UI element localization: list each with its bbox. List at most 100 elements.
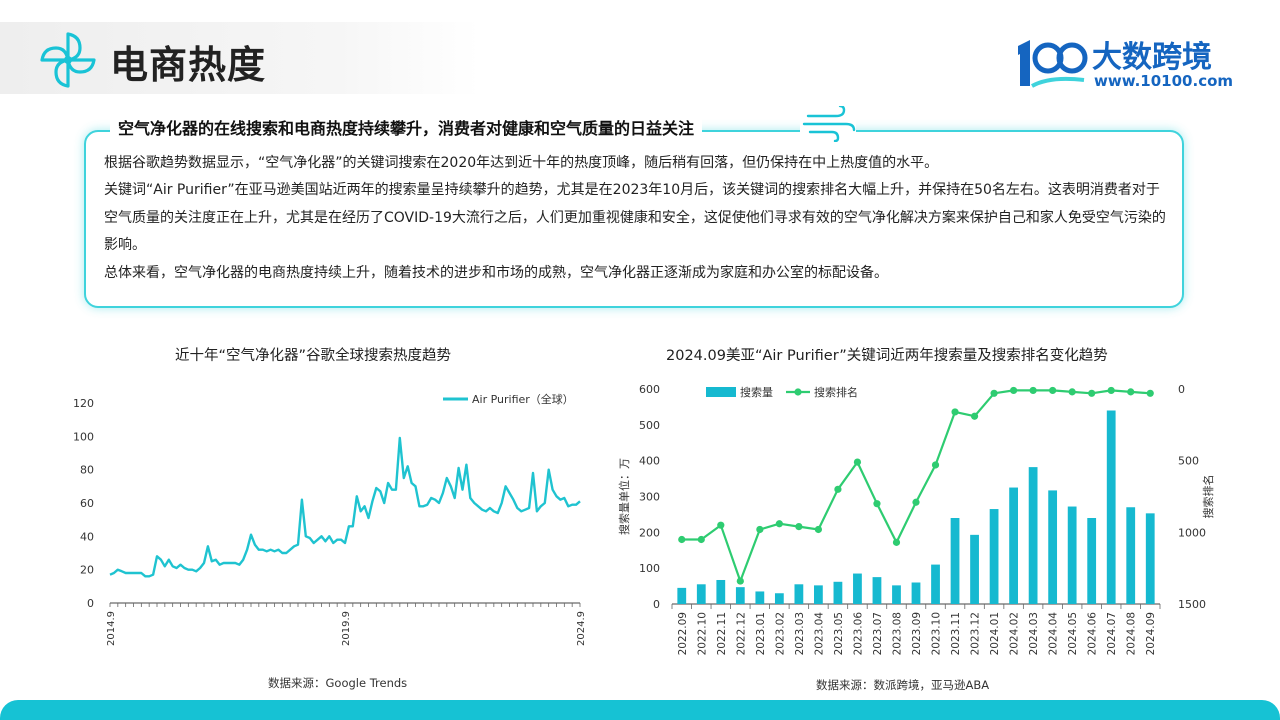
amazon-search-chart: 0 100 200 300 400 500 600 0 500 1000 1500 搜索量单位：万 搜索… (617, 383, 1215, 656)
bar-search-volume (970, 534, 979, 604)
y-right-tick-label: 1000 (1178, 526, 1206, 539)
bar-search-volume (794, 584, 804, 604)
x-tick-label: 2024.9 (576, 611, 587, 646)
y-left-tick-label: 400 (639, 455, 660, 468)
x-tick-label: 2024.03 (1028, 612, 1040, 655)
summary-body: 根据谷歌趋势数据显示，“空气净化器”的关键词搜索在2020年达到近十年的热度顶峰… (104, 150, 1168, 287)
y-left-tick-label: 200 (639, 526, 660, 539)
bar-search-volume (814, 585, 823, 604)
x-tick-label: 2024.01 (989, 612, 1001, 655)
rank-point (834, 485, 842, 493)
page-title: 电商热度 (110, 43, 267, 87)
rank-point (951, 408, 959, 416)
rank-point (1127, 388, 1135, 396)
rank-point (873, 500, 881, 508)
rank-point (814, 525, 822, 534)
rank-point (1088, 389, 1096, 397)
y-left-tick-label: 600 (639, 383, 660, 396)
x-tick-label: 2022.11 (716, 612, 728, 655)
y-tick-label: 20 (80, 564, 94, 577)
bar-search-volume (950, 518, 960, 604)
rank-point (1068, 388, 1076, 396)
y-right-axis-label: 搜索排名 (1201, 475, 1215, 519)
bar-search-volume (989, 509, 999, 604)
bar-search-volume (911, 582, 921, 604)
bar-search-volume (892, 585, 901, 604)
bar-search-volume (1067, 506, 1077, 604)
rank-point (795, 523, 803, 531)
x-tick-label: 2022.10 (696, 612, 708, 655)
y-tick-label: 100 (73, 430, 94, 443)
x-tick-label: 2023.10 (931, 612, 943, 655)
bar-search-volume (1126, 507, 1136, 604)
bar-search-volume (1145, 513, 1155, 604)
y-left-tick-label: 0 (653, 598, 660, 611)
chart2-source: 数据来源：数派跨境，亚马逊ABA (816, 678, 990, 692)
bar-search-volume (735, 587, 745, 604)
bar-search-volume (1009, 487, 1018, 604)
rank-point (912, 498, 920, 506)
x-tick-label: 2023.07 (872, 612, 884, 655)
y-tick-label: 0 (87, 597, 94, 610)
rank-point (970, 412, 979, 420)
x-tick-label: 2019.9 (341, 611, 352, 646)
series-line-search-rank (681, 389, 1151, 583)
x-tick-label: 2023.02 (774, 612, 786, 655)
brand-mark-icon (1018, 40, 1088, 88)
bar-search-volume (1106, 410, 1116, 604)
legend-label-bar: 搜索量 (740, 385, 773, 399)
x-tick-label: 2023.09 (911, 612, 923, 655)
brand-name: 大数跨境 (1092, 40, 1212, 75)
bar-search-volume (716, 579, 726, 604)
rank-point (678, 535, 686, 544)
y-left-tick-label: 100 (639, 562, 660, 575)
x-tick-label: 2014.9 (106, 611, 117, 646)
legend-swatch-point (794, 388, 802, 396)
y-tick-label: 80 (80, 464, 94, 477)
brand-logo: 大数跨境 www.10100.com (1014, 34, 1244, 94)
bar-search-volume (696, 584, 706, 604)
x-tick-label: 2023.12 (970, 612, 982, 655)
x-tick-label: 2023.08 (891, 612, 903, 655)
x-tick-label: 2024.07 (1106, 612, 1118, 655)
summary-paragraph: 根据谷歌趋势数据显示，“空气净化器”的关键词搜索在2020年达到近十年的热度顶峰… (104, 155, 939, 171)
legend-label: Air Purifier（全球） (472, 392, 574, 406)
bar-search-volume (1087, 518, 1097, 604)
rank-point (756, 525, 764, 534)
rank-point (1010, 386, 1018, 395)
x-tick-label: 2024.02 (1009, 612, 1021, 655)
rank-point (1107, 386, 1115, 395)
bar-search-volume (872, 577, 882, 604)
y-left-tick-label: 300 (639, 491, 660, 504)
bar-search-volume (1048, 490, 1058, 604)
x-tick-label: 2024.06 (1087, 612, 1099, 656)
y-tick-label: 120 (73, 397, 94, 410)
rank-point (775, 520, 783, 528)
x-tick-label: 2023.06 (852, 612, 864, 656)
x-tick-label: 2024.04 (1048, 612, 1060, 656)
series-line-air-purifier (109, 436, 581, 578)
summary-paragraph: 总体来看，空气净化器的电商热度持续上升，随着技术的进步和市场的成熟，空气净化器正… (104, 264, 888, 281)
rank-point (736, 577, 744, 585)
pinwheel-icon (40, 32, 96, 88)
rank-point (1146, 389, 1154, 397)
x-tick-label: 2023.01 (755, 612, 767, 655)
bar-search-volume (931, 564, 940, 604)
x-tick-label: 2023.05 (833, 612, 845, 655)
x-tick-label: 2022.12 (735, 612, 747, 655)
rank-point (1029, 386, 1037, 395)
summary-headline: 空气净化器的在线搜索和电商热度持续攀升，消费者对健康和空气质量的日益关注 (110, 115, 703, 139)
rank-point (990, 389, 998, 397)
legend-label-line: 搜索排名 (814, 385, 858, 399)
y-left-tick-label: 500 (639, 419, 660, 432)
bar-search-volume (755, 591, 765, 604)
footer-bar (0, 700, 1280, 720)
summary-box (84, 130, 1184, 308)
y-tick-label: 40 (80, 530, 94, 543)
summary-paragraph: 关键词“Air Purifier”在亚马逊美国站近两年的搜索量呈持续攀升的趋势，… (104, 182, 1166, 254)
bar-search-volume (1028, 467, 1038, 604)
x-tick-label: 2022.09 (677, 612, 689, 655)
rank-point (1049, 386, 1057, 395)
y-right-tick-label: 0 (1178, 383, 1185, 396)
header-band (0, 22, 480, 94)
